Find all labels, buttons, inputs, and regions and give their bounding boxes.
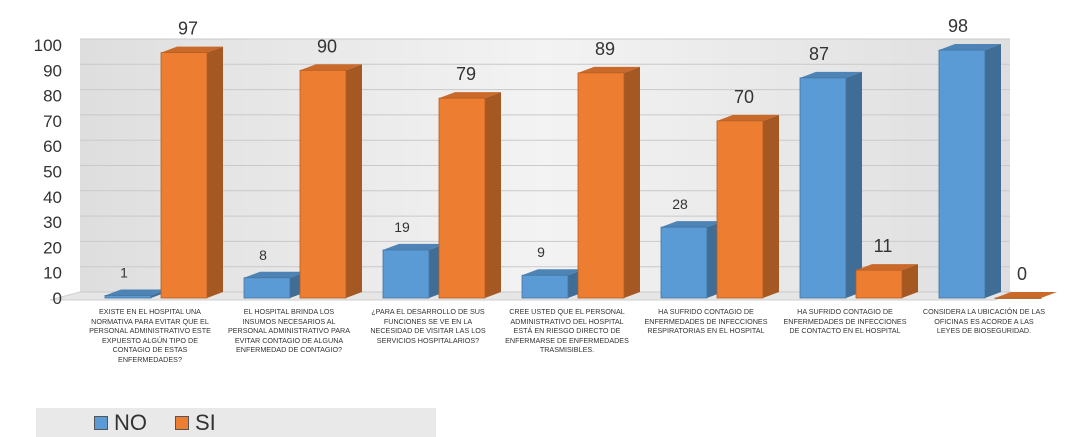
bar-si-3-top <box>439 92 501 99</box>
bar-no-5-top <box>661 221 723 228</box>
bar-si-5-top <box>717 114 779 121</box>
y-tick-label: 50 <box>43 163 62 182</box>
bar-si-2-label: 90 <box>317 36 337 56</box>
bar-si-1-top <box>161 46 223 53</box>
bar-si-6-top <box>856 264 918 271</box>
bar-si-4-top <box>578 66 640 73</box>
bar-si-4 <box>577 72 625 299</box>
y-tick-label: 40 <box>43 188 62 207</box>
bar-si-5 <box>716 120 764 299</box>
bar-si-4-side <box>624 66 640 298</box>
bar-no-4-top <box>522 269 584 276</box>
y-tick-label: 90 <box>43 61 62 80</box>
bar-si-5-label: 70 <box>734 87 754 107</box>
y-tick-label: 0 <box>53 289 62 308</box>
bar-no-4-label: 9 <box>537 244 545 260</box>
bar-si-1-label: 97 <box>178 19 198 39</box>
bar-no-6 <box>799 77 847 299</box>
bar-si-2 <box>299 69 347 299</box>
legend-swatch-si <box>175 415 189 430</box>
bar-si-6-label: 11 <box>874 236 893 256</box>
bar-si-1-side <box>207 46 223 299</box>
bar-no-2-label: 8 <box>259 247 267 263</box>
bar-no-1 <box>104 295 152 299</box>
legend-label-si: SI <box>195 409 216 435</box>
bar-no-7-label: 98 <box>948 16 968 36</box>
category-label-3: ¿PARA EL DESARROLLO DE SUS FUNCIONES SE … <box>370 307 486 345</box>
bar-no-6-side <box>846 71 862 298</box>
category-label-2: EL HOSPITAL BRINDA LOS INSUMOS NECESARIO… <box>227 307 351 355</box>
bar-no-7-side <box>985 44 1001 299</box>
legend-item-no: NO <box>94 410 147 436</box>
bar-si-4-label: 89 <box>595 39 615 59</box>
y-tick-label: 30 <box>43 213 62 232</box>
bar-si-5-side <box>763 114 779 299</box>
legend-swatch-no <box>94 415 108 430</box>
bar-no-4 <box>521 274 569 299</box>
bar-si-7 <box>994 297 1042 299</box>
y-tick-label: 60 <box>43 137 62 156</box>
bar-no-6-top <box>800 71 862 78</box>
bar-no-7-top <box>939 44 1001 51</box>
bar-no-1-label: 1 <box>120 264 128 280</box>
bar-si-3 <box>438 97 486 299</box>
bar-no-5-label: 28 <box>672 196 688 212</box>
y-tick-label: 20 <box>43 238 62 257</box>
legend-label-no: NO <box>114 409 147 435</box>
y-tick-label: 100 <box>34 36 62 55</box>
legend-item-si: SI <box>175 410 216 436</box>
bar-no-7 <box>938 49 986 299</box>
category-label-6: HA SUFRIDO CONTAGIO DE ENFERMEDADES DE I… <box>783 307 907 336</box>
category-label-7: CONSIDERA LA UBICACIÓN DE LAS OFICINAS E… <box>922 307 1046 336</box>
legend: NO SI <box>36 408 436 437</box>
bar-no-6-label: 87 <box>809 44 829 64</box>
bar-si-1 <box>160 52 208 299</box>
category-label-4: CREE USTED QUE EL PERSONAL ADMINISTRATIV… <box>505 307 629 355</box>
category-label-1: EXISTE EN EL HOSPITAL UNA NORMATIVA PARA… <box>89 307 211 364</box>
bar-no-3-label: 19 <box>394 219 410 235</box>
bar-si-6 <box>855 269 903 299</box>
bar-si-3-side <box>485 92 501 298</box>
bar-si-2-top <box>300 64 362 71</box>
bar-si-7-label: 0 <box>1017 264 1027 284</box>
bar-si-6-side <box>902 264 918 298</box>
category-label-5: HA SUFRIDO CONTAGIO DE ENFERMEDADES DE I… <box>644 307 768 336</box>
y-tick-label: 70 <box>43 112 62 131</box>
bar-no-2 <box>243 277 291 299</box>
y-tick-label: 80 <box>43 87 62 106</box>
y-tick-label: 10 <box>43 264 62 283</box>
bar-si-2-side <box>346 64 362 298</box>
bar-no-3-top <box>383 243 445 250</box>
bar-no-3 <box>382 249 430 299</box>
bar-no-1-top <box>105 289 167 296</box>
bar-si-3-label: 79 <box>456 64 476 84</box>
bar-no-2-top <box>244 271 306 278</box>
bar-no-5 <box>660 226 708 299</box>
bar-si-7-top <box>995 292 1057 298</box>
